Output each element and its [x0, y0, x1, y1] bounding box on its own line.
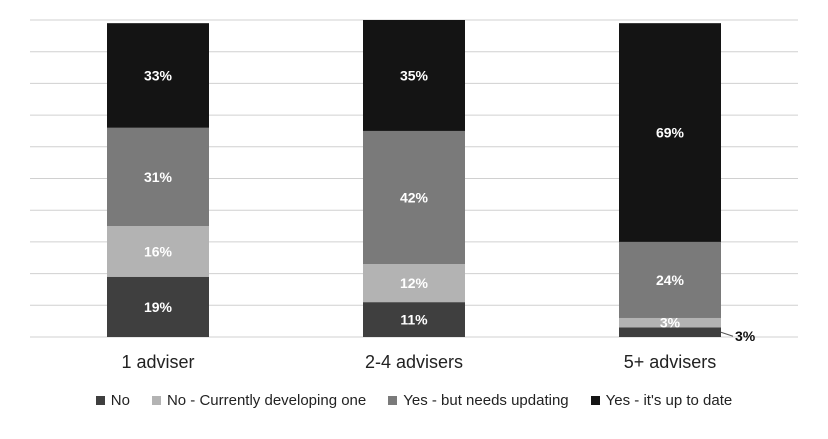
bar-segment — [363, 264, 465, 303]
legend-item: No — [95, 392, 130, 409]
bar-segment — [363, 20, 465, 131]
bar-segment — [107, 276, 209, 337]
legend-item: Yes - it's up to date — [590, 392, 733, 409]
legend-item: No - Currently developing one — [151, 392, 367, 409]
legend-swatch — [151, 396, 161, 405]
data-label: 12% — [400, 275, 429, 291]
data-label: 24% — [656, 272, 685, 288]
legend-swatch — [590, 396, 600, 405]
leader-line — [720, 331, 734, 337]
legend-label: No - Currently developing one — [166, 392, 367, 409]
category-label: 5+ advisers — [624, 352, 717, 372]
data-label: 33% — [144, 67, 173, 83]
legend-label: Yes - but needs updating — [403, 392, 569, 409]
bar-segment — [107, 127, 209, 227]
category-label: 1 adviser — [121, 352, 194, 372]
data-label: 3% — [735, 328, 756, 344]
legend-swatch — [388, 396, 398, 405]
bar-segment — [107, 226, 209, 277]
bar-segment — [619, 317, 721, 328]
bar-segment — [107, 23, 209, 128]
data-label: 31% — [144, 169, 173, 185]
data-label: 3% — [660, 315, 681, 331]
bar-segment — [363, 130, 465, 265]
legend-item: Yes - but needs updating — [388, 392, 569, 409]
data-label: 35% — [400, 67, 429, 83]
legend-swatch — [95, 396, 105, 405]
bar-segment — [619, 241, 721, 318]
data-label: 69% — [656, 125, 685, 141]
chart-legend: No No - Currently developing one Yes - but… — [0, 392, 828, 409]
bar-segment — [363, 302, 465, 337]
bar-segment — [619, 23, 721, 242]
data-label: 42% — [400, 190, 429, 206]
data-label: 16% — [144, 243, 173, 259]
data-label: 19% — [144, 299, 173, 315]
legend-label: No — [110, 392, 130, 409]
category-label: 2-4 advisers — [365, 352, 463, 372]
bar-segment — [619, 327, 721, 337]
legend-label: Yes - it's up to date — [605, 392, 733, 409]
data-label: 11% — [400, 312, 428, 328]
